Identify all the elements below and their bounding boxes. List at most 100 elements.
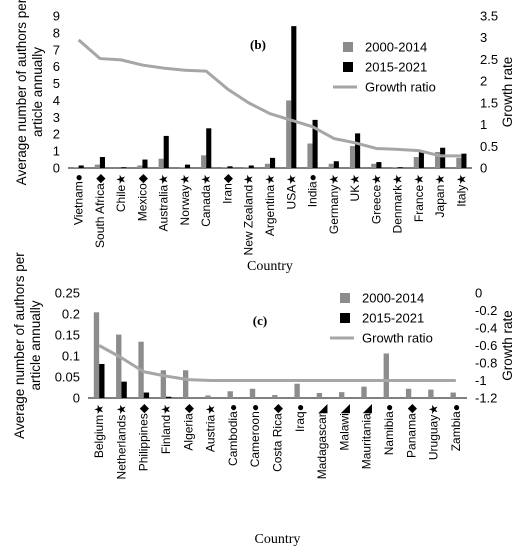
bar-2000-2014 [383,353,389,398]
legend-swatch [343,42,353,52]
bar-2015-2021 [248,165,254,168]
y-tick-label: 6 [53,59,60,74]
category-label: Japan★ [433,174,447,217]
y2-tick-label: 1 [480,117,487,132]
y-axis-title: Average number of authors perarticle ann… [14,0,45,185]
bar-2015-2021 [376,162,382,168]
category-label: Belgium★ [92,404,106,458]
y-tick-label: 0.2 [62,307,80,322]
y-tick-label: 0.15 [55,328,80,343]
category-label: Costa Rica◆ [271,403,285,472]
bar-2000-2014 [294,383,300,398]
category-label: Madagascar◣ [315,403,329,479]
bar-2015-2021 [206,128,212,168]
chart-panel-2: 0 0.05 0.1 0.15 0.2 0.25 -1.2 -1 -0.8 -0.6 -0.4 -0.… [12,252,515,547]
category-label: South Africa◆ [93,173,107,248]
bar-2000-2014 [428,389,434,398]
category-label: Cambodia● [226,404,240,466]
category-label: USA★ [284,174,298,209]
y-axis-title-line: article annually [28,300,43,390]
y2-tick-label: 0 [475,286,482,301]
category-label: Namibia● [382,404,396,455]
bar-2000-2014 [339,392,345,398]
y-tick-label: 0 [53,161,60,176]
bar-2000-2014 [243,167,249,168]
y2-tick-label: 1.5 [480,95,498,110]
bar-2015-2021 [291,26,297,168]
category-label: New Zealand★ [242,174,256,255]
category-label: Australia★ [157,174,171,231]
bar-2000-2014 [179,167,185,168]
category-label: Malawi◣ [337,403,351,450]
y-tick-label: 0.25 [55,286,80,301]
category-label: UK★ [348,174,362,201]
y2-tick-label: 2 [480,74,487,89]
bar-2000-2014 [413,157,419,168]
bar-2000-2014 [392,167,398,168]
bar-2000-2014 [205,395,211,398]
y2-tick-label: 0 [480,161,487,176]
category-label: France★ [412,174,426,222]
category-label: Philippines◆ [137,403,151,471]
bar-2000-2014 [227,391,233,398]
category-label: Argentina★ [263,174,277,236]
bar-2000-2014 [316,392,323,398]
panel-label: (c) [253,313,267,328]
y-tick-label: 2 [53,127,60,142]
category-label: India● [306,174,320,207]
bar-2015-2021 [397,167,403,168]
y-tick-label: 1 [53,144,60,159]
category-label: Norway★ [178,174,192,225]
y2-tick-label: -1 [475,373,487,388]
bar-2015-2021 [333,161,339,168]
y-tick-label: 8 [53,25,60,40]
bar-2000-2014 [249,388,256,398]
y-tick-label: 0 [73,391,80,406]
legend-swatch [340,293,350,303]
category-label: Zambia● [449,404,463,451]
bar-2000-2014 [201,155,207,168]
legend-label: 2015-2021 [362,311,424,326]
bar-2015-2021 [270,157,276,168]
bar-2015-2021 [461,153,467,168]
bar-2000-2014 [137,165,143,168]
bar-2000-2014 [272,395,278,398]
category-label: Cameroon● [248,404,262,467]
category-label: Mauritania◣ [360,403,374,469]
category-label: Germany★ [327,174,341,234]
bar-2000-2014 [94,164,100,168]
legend-label: 2000-2014 [362,291,424,306]
bar-2015-2021 [166,396,172,398]
legend-label: 2000-2014 [365,40,427,55]
bar-2015-2021 [121,167,127,168]
y-tick-label: 0.05 [55,370,80,385]
y2-tick-label: 3.5 [480,9,498,24]
x-axis-title: Country [255,532,301,547]
bar-2000-2014 [435,151,441,168]
bar-2015-2021 [99,363,105,398]
bar-2000-2014 [158,158,164,168]
y-tick-label: 4 [53,93,60,108]
bar-2015-2021 [440,147,446,168]
y2-axis-title: Growth rate [500,57,515,128]
category-label: Vietnam● [72,174,86,225]
bar-2015-2021 [143,392,150,398]
category-label: Iraq● [293,404,307,432]
y2-tick-label: 2.5 [480,52,498,67]
category-label: Netherlands★ [114,404,128,479]
category-label: Iran◆ [220,173,234,204]
bar-2000-2014 [116,334,122,398]
y-tick-label: 7 [53,42,60,57]
y-tick-label: 3 [53,110,60,125]
legend-label: Growth ratio [365,80,436,95]
category-label: Panama◆ [404,403,418,458]
bar-2000-2014 [93,312,100,398]
bar-2000-2014 [222,167,228,168]
y2-tick-label: -1.2 [475,391,497,406]
y-tick-label: 9 [53,9,60,24]
bar-2000-2014 [450,392,456,398]
bar-2000-2014 [361,386,367,398]
x-axis-title: Country [247,259,293,274]
panel-label: (b) [250,37,266,52]
